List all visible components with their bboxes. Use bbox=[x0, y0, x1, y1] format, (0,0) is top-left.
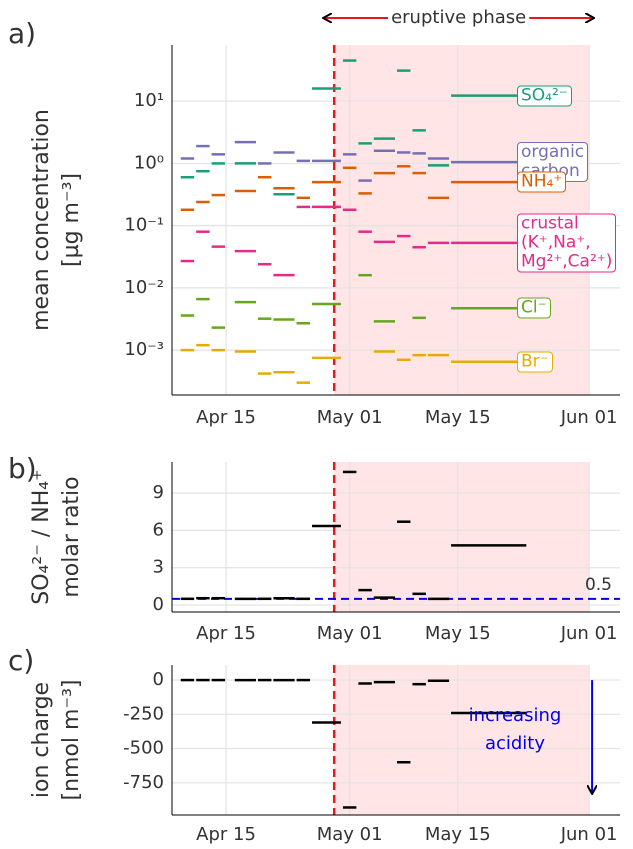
y-axis-label: mean concentration bbox=[29, 109, 54, 331]
y-tick-label: 9 bbox=[153, 482, 164, 503]
x-tick-label: Apr 15 bbox=[196, 824, 256, 845]
y-axis-label: [µg m⁻³] bbox=[59, 173, 84, 267]
legend-label: SO₄²⁻ bbox=[517, 85, 572, 107]
x-tick-label: Jun 01 bbox=[560, 407, 618, 428]
y-tick-label: 10⁻³ bbox=[124, 339, 164, 360]
legend-label: crustal (K⁺,Na⁺, Mg²⁺,Ca²⁺) bbox=[517, 213, 617, 273]
legend-label: NH₄⁺ bbox=[517, 171, 567, 193]
eruptive-label: eruptive phase bbox=[391, 7, 526, 28]
panel-label: a) bbox=[8, 17, 36, 50]
legend-label: Br⁻ bbox=[517, 351, 553, 373]
y-tick-label: 6 bbox=[153, 519, 164, 540]
x-tick-label: Jun 01 bbox=[560, 824, 618, 845]
eruptive-shade bbox=[334, 462, 590, 612]
x-tick-label: May 15 bbox=[425, 407, 491, 428]
x-tick-label: May 01 bbox=[317, 623, 383, 644]
x-tick-label: Apr 15 bbox=[196, 623, 256, 644]
panel-label: c) bbox=[8, 644, 34, 677]
legend-label: Cl⁻ bbox=[517, 297, 551, 319]
y-tick-label: 10¹ bbox=[134, 90, 164, 111]
y-axis-label: molar ratio bbox=[59, 476, 84, 597]
reference-label: 0.5 bbox=[585, 575, 612, 595]
eruptive-shade bbox=[334, 665, 590, 815]
x-tick-label: Apr 15 bbox=[196, 407, 256, 428]
x-tick-label: Jun 01 bbox=[560, 623, 618, 644]
x-tick-label: May 15 bbox=[425, 623, 491, 644]
y-axis-label: SO₄²⁻ / NH₄⁺ bbox=[29, 469, 54, 604]
y-tick-label: -750 bbox=[123, 772, 164, 793]
y-tick-label: 0 bbox=[153, 594, 164, 615]
acidity-label: increasing acidity bbox=[468, 705, 562, 754]
y-tick-label: 10⁰ bbox=[134, 152, 164, 173]
y-axis-label: [nmol m⁻³] bbox=[59, 680, 84, 801]
x-tick-label: May 01 bbox=[317, 407, 383, 428]
panel-label: b) bbox=[8, 452, 37, 485]
y-tick-label: -500 bbox=[123, 738, 164, 759]
y-tick-label: 3 bbox=[153, 557, 164, 578]
y-axis-label: ion charge bbox=[29, 682, 54, 798]
x-tick-label: May 15 bbox=[425, 824, 491, 845]
x-tick-label: May 01 bbox=[317, 824, 383, 845]
y-tick-label: 10⁻² bbox=[124, 277, 164, 298]
label-bg bbox=[388, 7, 530, 28]
y-tick-label: 0 bbox=[153, 669, 164, 690]
y-tick-label: -250 bbox=[123, 703, 164, 724]
y-tick-label: 10⁻¹ bbox=[124, 215, 164, 236]
